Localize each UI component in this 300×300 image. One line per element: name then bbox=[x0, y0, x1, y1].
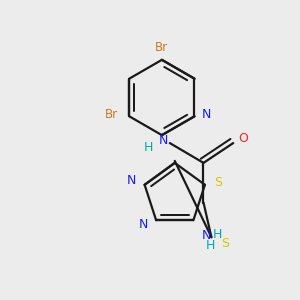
Text: Br: Br bbox=[105, 108, 118, 121]
Text: H: H bbox=[205, 239, 215, 253]
Text: S: S bbox=[214, 176, 222, 189]
Text: N: N bbox=[127, 174, 136, 187]
Text: Br: Br bbox=[155, 41, 169, 55]
Text: N: N bbox=[139, 218, 148, 231]
Text: S: S bbox=[221, 237, 229, 250]
Text: H: H bbox=[143, 140, 153, 154]
Text: N: N bbox=[159, 134, 169, 147]
Text: N: N bbox=[202, 108, 211, 121]
Text: N: N bbox=[201, 229, 211, 242]
Text: H: H bbox=[213, 228, 223, 241]
Text: O: O bbox=[238, 132, 248, 145]
